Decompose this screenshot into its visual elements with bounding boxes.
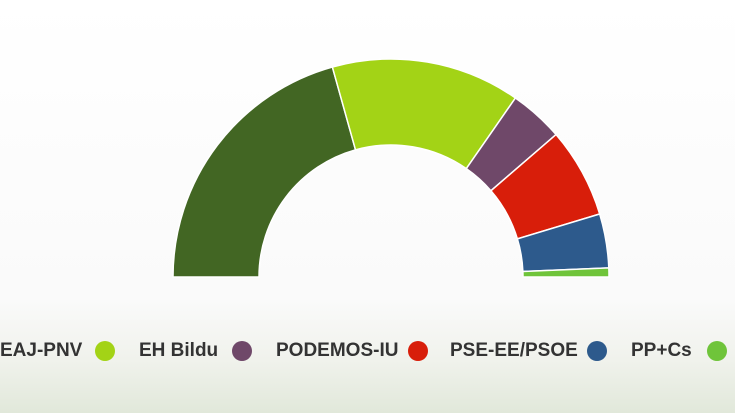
legend-swatch-dot: [408, 341, 428, 361]
seat-segment-eaj-pnv[interactable]: [172, 66, 357, 278]
legend-swatch-dot: [232, 341, 252, 361]
legend-label: PP+Cs: [631, 340, 692, 361]
legend-swatch-dot: [95, 341, 115, 361]
legend: EAJ-PNV EH Bildu PODEMOS-IU PSE-EE/PSOE …: [0, 337, 735, 367]
legend-label: PODEMOS-IU: [276, 340, 399, 361]
legend-swatch-dot: [587, 341, 607, 361]
legend-swatch-dot: [707, 341, 727, 361]
legend-label: EH Bildu: [139, 340, 219, 361]
legend-label: PSE-EE/PSOE: [450, 340, 578, 361]
seat-segment-other[interactable]: [522, 267, 610, 278]
legend-label: EAJ-PNV: [0, 340, 83, 361]
